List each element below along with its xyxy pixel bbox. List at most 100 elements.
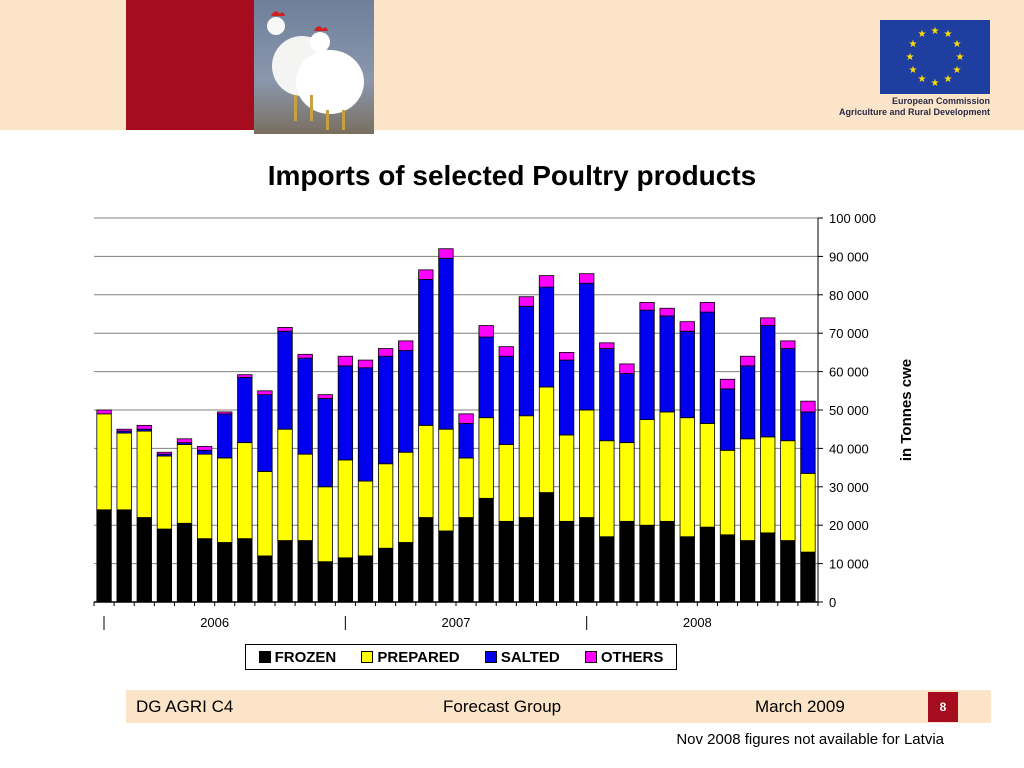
bar-segment-frozen	[277, 540, 293, 603]
org-line-2: Agriculture and Rural Development	[838, 107, 990, 117]
bar-segment-prepared	[699, 423, 716, 528]
bar-segment-salted	[719, 388, 736, 451]
bar-segment-others	[478, 325, 494, 338]
bar-segment-salted	[518, 305, 535, 417]
bar-segment-salted	[699, 311, 716, 424]
y-tick-label: 20 000	[829, 518, 869, 533]
bar-segment-salted	[760, 325, 776, 438]
bar-segment-salted	[498, 355, 514, 445]
bar-segment-others	[398, 340, 414, 351]
legend-item-prepared: PREPARED	[361, 649, 460, 666]
bar-segment-others	[518, 296, 535, 307]
bar-segment-prepared	[558, 434, 575, 522]
bar-segment-frozen	[337, 557, 354, 603]
bar-segment-salted	[659, 315, 675, 413]
chart-legend: FROZEN PREPARED SALTED OTHERS	[245, 644, 677, 670]
bar-segment-others	[800, 400, 816, 413]
bar-segment-others	[156, 451, 173, 455]
footnote: Nov 2008 figures not available for Latvi…	[676, 731, 944, 748]
bar-segment-salted	[377, 355, 394, 465]
bar-segment-prepared	[639, 419, 655, 526]
bar-segment-prepared	[337, 459, 354, 559]
bar-segment-prepared	[317, 486, 333, 563]
bar-segment-others	[237, 374, 253, 378]
svg-text:★: ★	[909, 65, 918, 76]
y-tick-label: 0	[829, 595, 836, 610]
bar-segment-frozen	[800, 551, 816, 603]
bar-segment-salted	[277, 330, 293, 430]
header-red-block	[126, 0, 254, 130]
bar-segment-frozen	[639, 524, 655, 603]
bar-segment-prepared	[599, 440, 615, 538]
footer-bar: DG AGRI C4 Forecast Group March 2009	[126, 690, 991, 723]
stacked-bar-chart: 0 10 000 20 000 30 000 40 000 50 000 60 000 70 …	[93, 211, 915, 630]
bar-segment-prepared	[458, 457, 474, 518]
bar-segment-frozen	[518, 517, 535, 603]
svg-text:★: ★	[944, 29, 953, 40]
bar-segment-others	[377, 348, 394, 357]
bar-segment-salted	[418, 279, 434, 426]
bar-segment-salted	[438, 257, 454, 430]
svg-text:★: ★	[953, 65, 962, 76]
bar-segment-others	[116, 428, 132, 432]
bar-segment-salted	[297, 357, 313, 455]
svg-text:★: ★	[918, 29, 927, 40]
bar-segment-prepared	[237, 442, 253, 540]
bar-segment-others	[458, 413, 474, 424]
footer-department: DG AGRI C4	[136, 697, 234, 716]
bar-segment-others	[558, 351, 575, 361]
legend-item-frozen: FROZEN	[258, 649, 336, 666]
svg-text:★: ★	[906, 52, 915, 63]
bar-segment-others	[357, 359, 374, 369]
bar-segment-salted	[780, 348, 796, 442]
svg-text:★: ★	[931, 78, 940, 89]
bar-segment-others	[619, 363, 635, 374]
bar-segment-prepared	[297, 453, 313, 541]
footer-group: Forecast Group	[443, 697, 562, 716]
bar-segment-salted	[478, 336, 494, 419]
legend-item-salted: SALTED	[484, 648, 560, 666]
bar-segment-salted	[398, 350, 414, 453]
bar-segment-frozen	[418, 517, 434, 603]
y-axis-label: in Tonnes cwe	[898, 359, 915, 461]
bar-segment-prepared	[498, 444, 514, 522]
legend-swatch-frozen	[258, 651, 271, 663]
bar-segment-prepared	[579, 409, 595, 518]
legend-label-others: OTHERS	[600, 648, 664, 666]
bar-segment-others	[498, 346, 514, 357]
x-year-label: 2006	[200, 615, 229, 630]
bar-segment-others	[96, 409, 112, 415]
bar-segment-others	[579, 273, 595, 284]
bar-segment-others	[538, 275, 555, 288]
bar-segment-prepared	[659, 411, 675, 522]
bar-segment-salted	[237, 376, 253, 444]
bar-segment-prepared	[780, 440, 796, 541]
bar-segment-frozen	[377, 547, 394, 603]
legend-label-salted: SALTED	[500, 648, 560, 666]
bar-segment-prepared	[800, 472, 816, 553]
bar-segment-others	[639, 302, 655, 311]
bar-segment-frozen	[176, 522, 193, 603]
bar-segment-others	[679, 321, 695, 332]
bar-segment-salted	[317, 398, 333, 488]
legend-swatch-salted	[484, 651, 497, 663]
bar-segment-salted	[337, 365, 354, 461]
bar-segment-salted	[579, 282, 595, 411]
bar-segment-prepared	[719, 449, 736, 536]
bar-segment-others	[659, 307, 675, 317]
svg-text:★: ★	[944, 74, 953, 85]
bar-segment-salted	[538, 286, 555, 388]
bar-segment-others	[257, 390, 273, 396]
bar-segment-prepared	[760, 436, 776, 534]
bar-segment-salted	[599, 348, 615, 442]
eu-flag-logo: ★ ★ ★ ★ ★ ★ ★ ★ ★ ★ ★ ★	[880, 20, 990, 94]
bar-segment-prepared	[739, 438, 756, 541]
bar-segment-frozen	[699, 526, 716, 603]
bar-segment-frozen	[719, 534, 736, 603]
footer-date: March 2009	[755, 697, 845, 716]
bar-segment-salted	[458, 423, 474, 459]
bar-segment-salted	[357, 367, 374, 482]
y-tick-label: 70 000	[829, 326, 869, 341]
x-year-label: 2008	[683, 615, 712, 630]
bar-segment-prepared	[116, 432, 132, 511]
